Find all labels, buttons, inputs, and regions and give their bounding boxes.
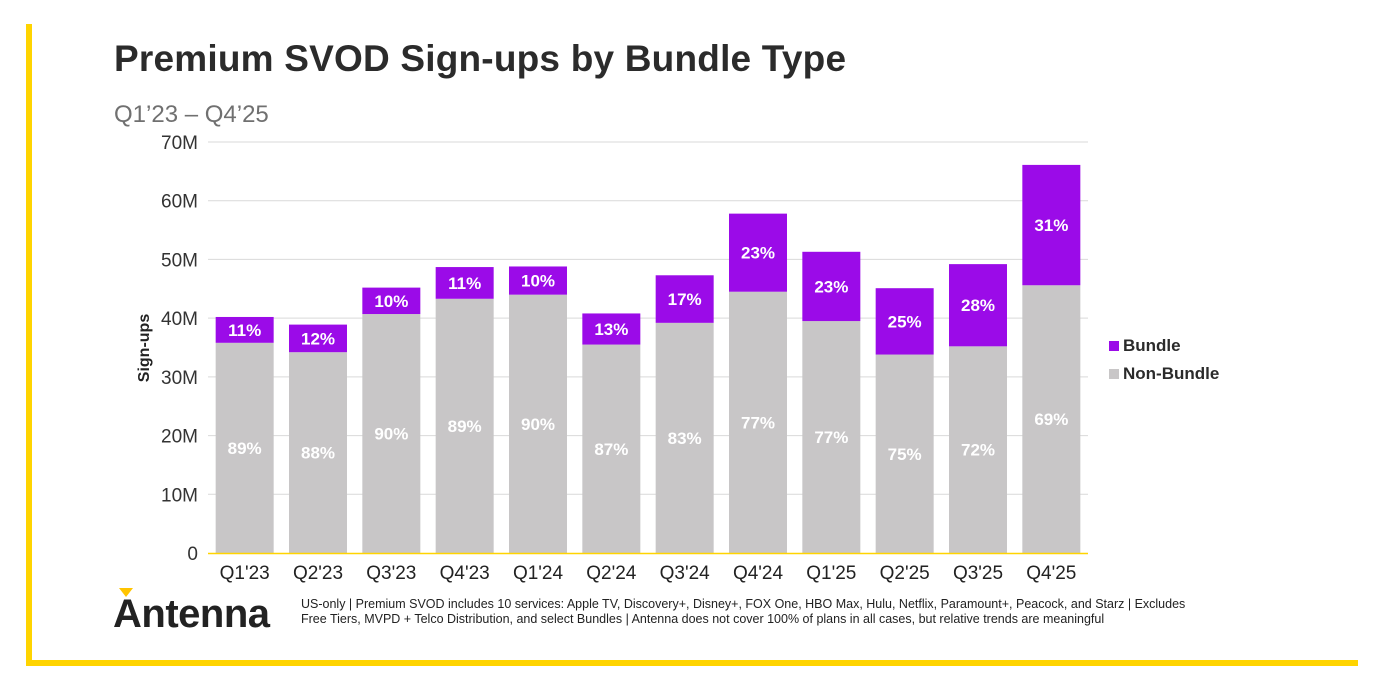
bar-label-non-bundle: 77% — [741, 413, 775, 432]
bar-label-bundle: 17% — [668, 290, 702, 309]
x-tick-label: Q4'25 — [1026, 563, 1076, 584]
x-tick-label: Q1'25 — [806, 563, 856, 584]
bar-non-bundle — [362, 314, 421, 553]
bar-non-bundle — [509, 294, 567, 553]
legend-swatch-non-bundle — [1109, 369, 1119, 379]
antenna-logo: Antenna — [113, 588, 283, 640]
y-tick-label: 0 — [187, 544, 198, 565]
legend-item-non-bundle: Non-Bundle — [1109, 360, 1219, 388]
x-axis-ticks: Q1'23 Q2'23 Q3'23 Q4'23 Q1'24 Q2'24 Q3'24 Q4'24… — [220, 563, 1077, 584]
bar-bundle — [875, 288, 934, 355]
legend-label-non-bundle: Non-Bundle — [1123, 364, 1220, 383]
bar-bundle — [582, 313, 641, 345]
bar-label-non-bundle: 87% — [594, 440, 628, 459]
bar-bundle — [215, 316, 274, 343]
bar-non-bundle — [1022, 285, 1081, 553]
bar-label-bundle: 23% — [814, 277, 848, 296]
y-tick-label: 30M — [161, 368, 198, 389]
bar-label-bundle: 28% — [961, 296, 995, 315]
bar-non-bundle — [435, 298, 494, 553]
bar-label-non-bundle: 89% — [228, 439, 262, 458]
bar-bundle — [289, 324, 347, 353]
bar-label-non-bundle: 90% — [521, 415, 555, 434]
bar-label-non-bundle: 69% — [1034, 410, 1068, 429]
bar-label-non-bundle: 88% — [301, 444, 335, 463]
chart-title: Premium SVOD Sign-ups by Bundle Type — [114, 38, 847, 79]
bar-label-bundle: 11% — [228, 321, 261, 340]
y-axis-ticks: 0 10M 20M 30M 40M 50M 60M 70M — [161, 133, 198, 565]
bar-bundle — [1022, 164, 1081, 286]
chart-subtitle: Q1’23 – Q4’25 — [114, 101, 269, 128]
bar-label-non-bundle: 90% — [374, 425, 408, 444]
x-tick-label: Q1'24 — [513, 563, 564, 584]
bar-label-bundle: 13% — [594, 320, 628, 339]
frame-left-accent — [26, 24, 32, 666]
frame-bottom-accent — [26, 660, 1358, 666]
bars — [215, 164, 1081, 553]
gridlines — [208, 141, 1088, 495]
bar-non-bundle — [655, 322, 714, 553]
bar-label-non-bundle: 75% — [888, 445, 922, 464]
y-tick-label: 60M — [161, 192, 198, 213]
bar-bundle — [509, 266, 567, 295]
antenna-logo-mark-icon — [119, 588, 133, 597]
legend: Bundle Non-Bundle — [1109, 332, 1219, 388]
bar-label-bundle: 12% — [301, 329, 335, 348]
bar-labels: 89% 11% 88% 12% 90% 10% 89% 11% 90% 10% 87% 13% 83% 1… — [228, 216, 1069, 464]
bar-non-bundle — [802, 321, 861, 553]
bar-bundle — [729, 213, 787, 292]
legend-item-bundle: Bundle — [1109, 332, 1219, 360]
footnote: US-only | Premium SVOD includes 10 servi… — [301, 597, 1186, 626]
legend-label-bundle: Bundle — [1123, 336, 1181, 355]
y-tick-label: 50M — [161, 250, 198, 271]
bar-label-non-bundle: 83% — [668, 429, 702, 448]
x-tick-label: Q1'23 — [220, 563, 270, 584]
x-tick-label: Q3'23 — [366, 563, 416, 584]
bar-bundle — [435, 267, 494, 299]
bar-bundle — [949, 264, 1007, 347]
bar-label-bundle: 31% — [1034, 216, 1068, 235]
x-tick-label: Q2'25 — [880, 563, 930, 584]
bar-label-non-bundle: 72% — [961, 441, 995, 460]
bar-label-bundle: 23% — [741, 244, 775, 263]
bar-non-bundle — [949, 346, 1007, 553]
bar-non-bundle — [875, 354, 934, 553]
bar-bundle — [362, 287, 421, 315]
bar-bundle — [655, 275, 714, 323]
bar-label-bundle: 25% — [888, 312, 922, 331]
bar-label-bundle: 11% — [448, 274, 481, 293]
bar-label-non-bundle: 89% — [448, 417, 482, 436]
x-tick-label: Q3'24 — [660, 563, 711, 584]
x-tick-label: Q2'24 — [586, 563, 637, 584]
x-tick-label: Q3'25 — [953, 563, 1003, 584]
antenna-logo-text: Antenna — [113, 592, 270, 636]
bar-label-bundle: 10% — [374, 292, 408, 311]
bar-bundle — [802, 251, 861, 322]
y-tick-label: 20M — [161, 427, 198, 448]
bar-non-bundle — [215, 342, 274, 553]
y-axis-label: Sign-ups — [136, 314, 153, 383]
y-tick-label: 70M — [161, 133, 198, 154]
y-tick-label: 10M — [161, 485, 198, 506]
bar-non-bundle — [729, 291, 787, 553]
bar-non-bundle — [582, 344, 641, 553]
bar-label-non-bundle: 77% — [814, 428, 848, 447]
x-tick-label: Q4'23 — [440, 563, 490, 584]
legend-swatch-bundle — [1109, 341, 1119, 351]
bar-non-bundle — [289, 352, 347, 553]
bar-label-bundle: 10% — [521, 272, 555, 291]
x-tick-label: Q4'24 — [733, 563, 784, 584]
x-tick-label: Q2'23 — [293, 563, 343, 584]
y-tick-label: 40M — [161, 309, 198, 330]
